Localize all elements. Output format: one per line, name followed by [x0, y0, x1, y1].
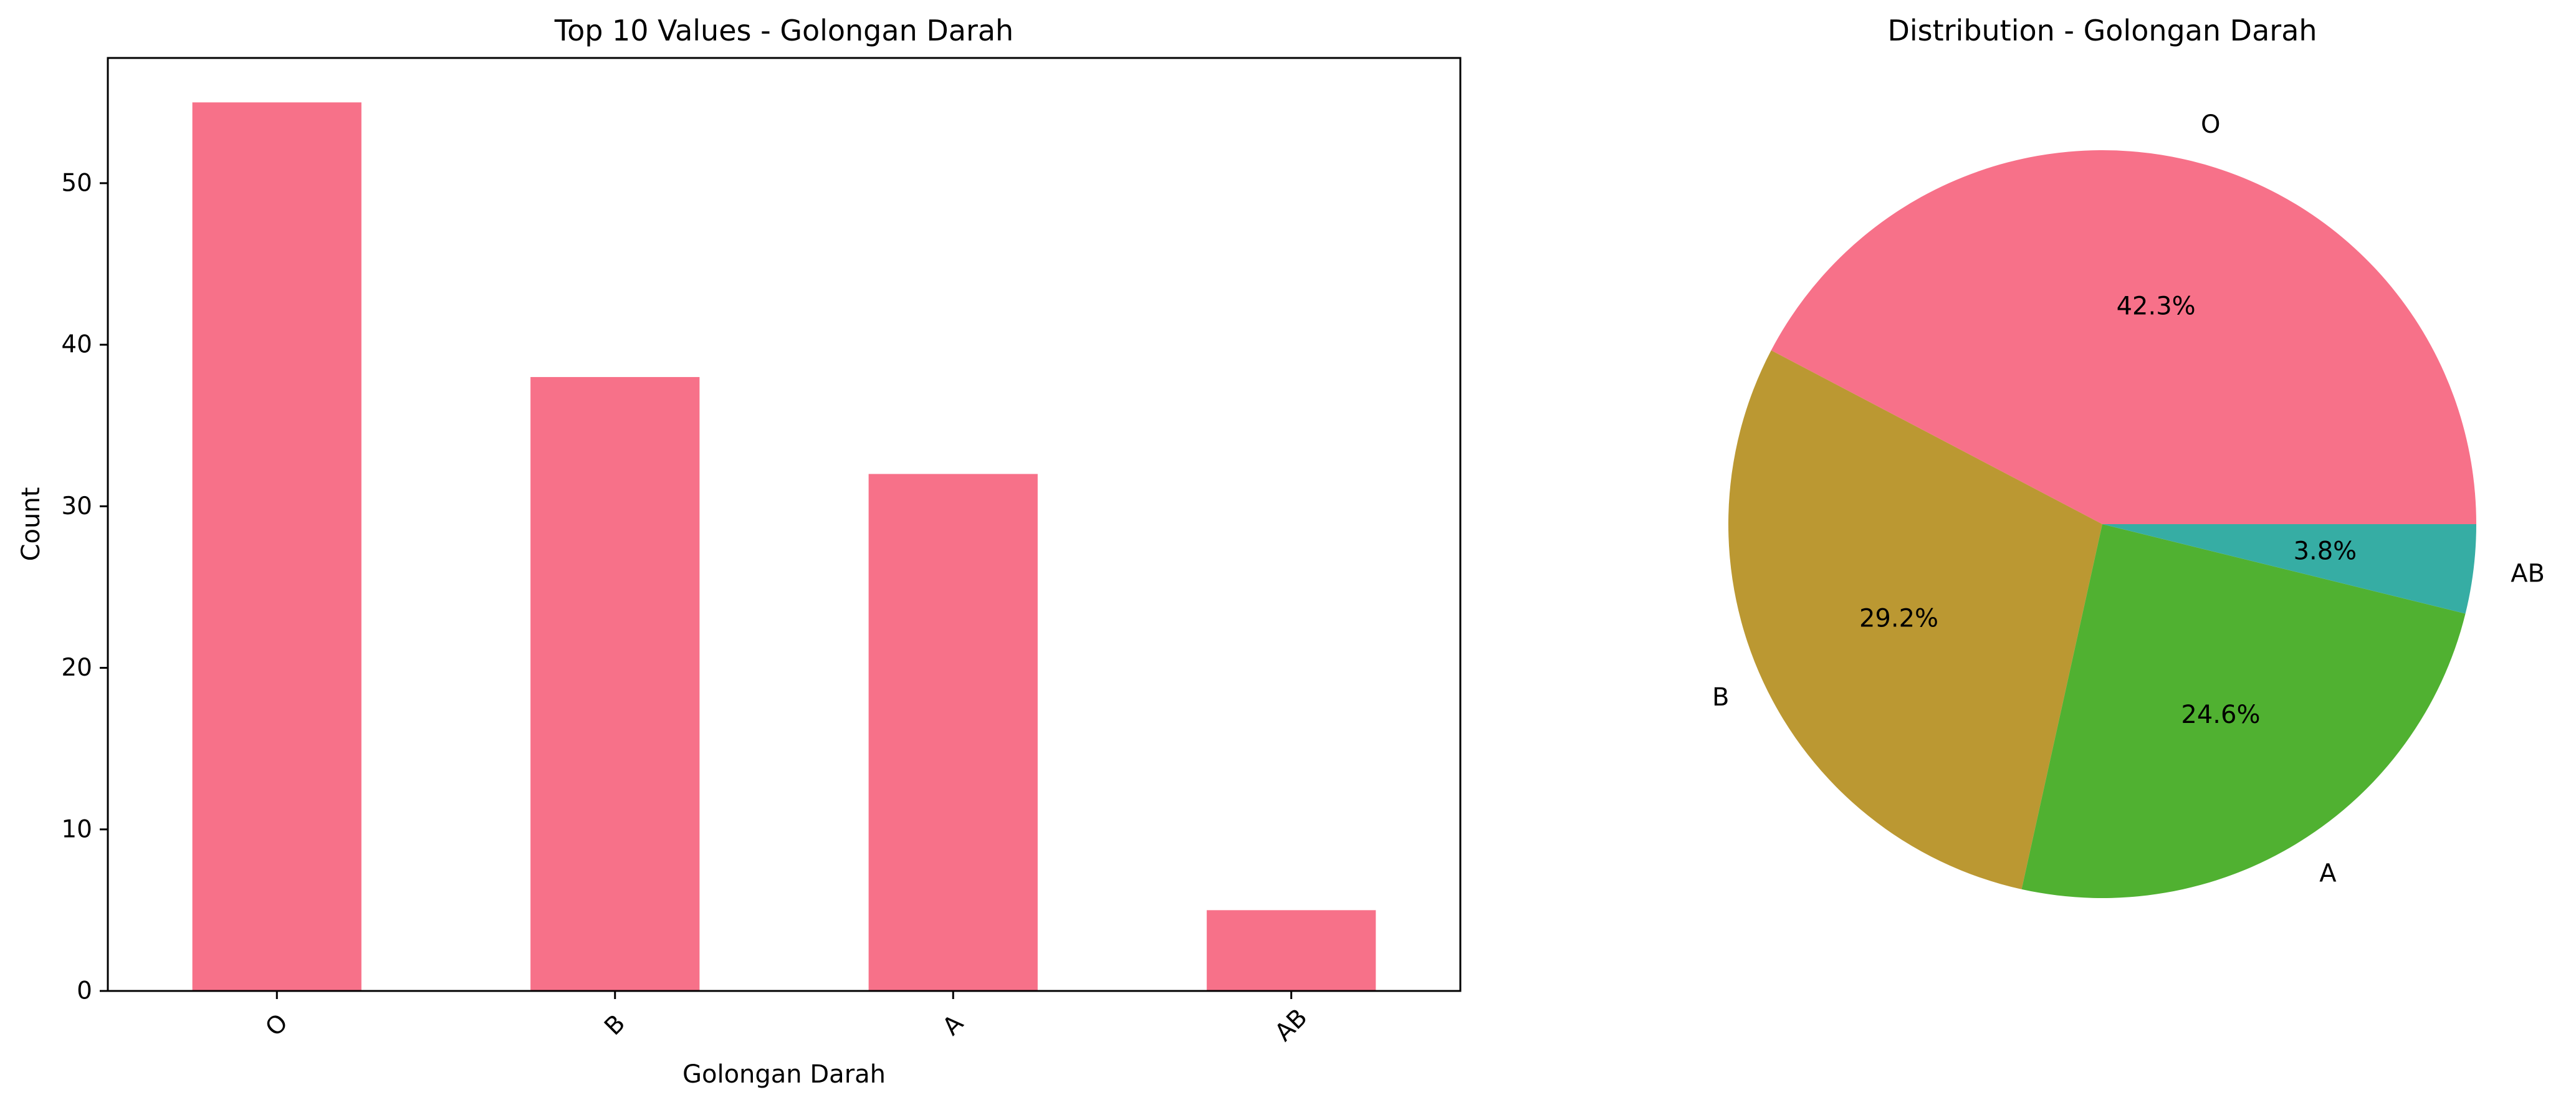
y-tick-label: 0: [77, 977, 92, 1005]
y-tick-label: 20: [61, 654, 92, 682]
x-tick-label: AB: [1270, 1003, 1313, 1047]
y-tick-label: 40: [61, 331, 92, 359]
pie-chart-title: Distribution - Golongan Darah: [1887, 14, 2317, 47]
pie-category-label: B: [1712, 683, 1729, 712]
y-tick-label: 50: [61, 169, 92, 197]
pie-chart: Distribution - Golongan Darah O 42.3% B 29.…: [1712, 14, 2545, 898]
x-tick-label: A: [937, 1009, 969, 1041]
pie-slice-ab: [2102, 524, 2476, 614]
bar-o: [192, 102, 362, 991]
bar-chart-title: Top 10 Values - Golongan Darah: [554, 14, 1013, 47]
pie-percent-label: 29.2%: [1859, 605, 1938, 633]
pie-slice-b: [1728, 350, 2102, 889]
pie-category-label: O: [2201, 110, 2220, 139]
pie-labels: O 42.3% B 29.2% A 24.6% AB 3.8%: [1712, 110, 2545, 887]
pie-slices: [1728, 150, 2476, 898]
plot-frame: [107, 57, 1462, 992]
x-axis-label: Golongan Darah: [682, 1060, 886, 1089]
y-tick-label: 10: [61, 815, 92, 843]
y-tick-label: 30: [61, 492, 92, 520]
bar-chart: Top 10 Values - Golongan Darah 0 10 20 30 40…: [17, 14, 1462, 1089]
pie-category-label: A: [2319, 859, 2337, 888]
x-axis-ticks: O B A AB: [260, 991, 1313, 1047]
pie-percent-label: 42.3%: [2117, 292, 2196, 320]
bar-b: [530, 376, 700, 991]
y-axis-ticks: 0 10 20 30 40 50: [61, 169, 108, 1005]
pie-percent-label: 24.6%: [2181, 701, 2260, 729]
pie-percent-label: 3.8%: [2294, 537, 2357, 565]
bar-ab: [1207, 910, 1376, 991]
y-axis-label: Count: [17, 487, 45, 562]
x-tick-label: B: [599, 1010, 631, 1041]
pie-category-label: AB: [2511, 560, 2545, 588]
x-tick-label: O: [260, 1008, 294, 1042]
bar-a: [868, 474, 1038, 991]
pie-slice-a: [2021, 524, 2466, 898]
bar-marks: [192, 102, 1376, 991]
pie-slice-o: [1771, 150, 2476, 524]
